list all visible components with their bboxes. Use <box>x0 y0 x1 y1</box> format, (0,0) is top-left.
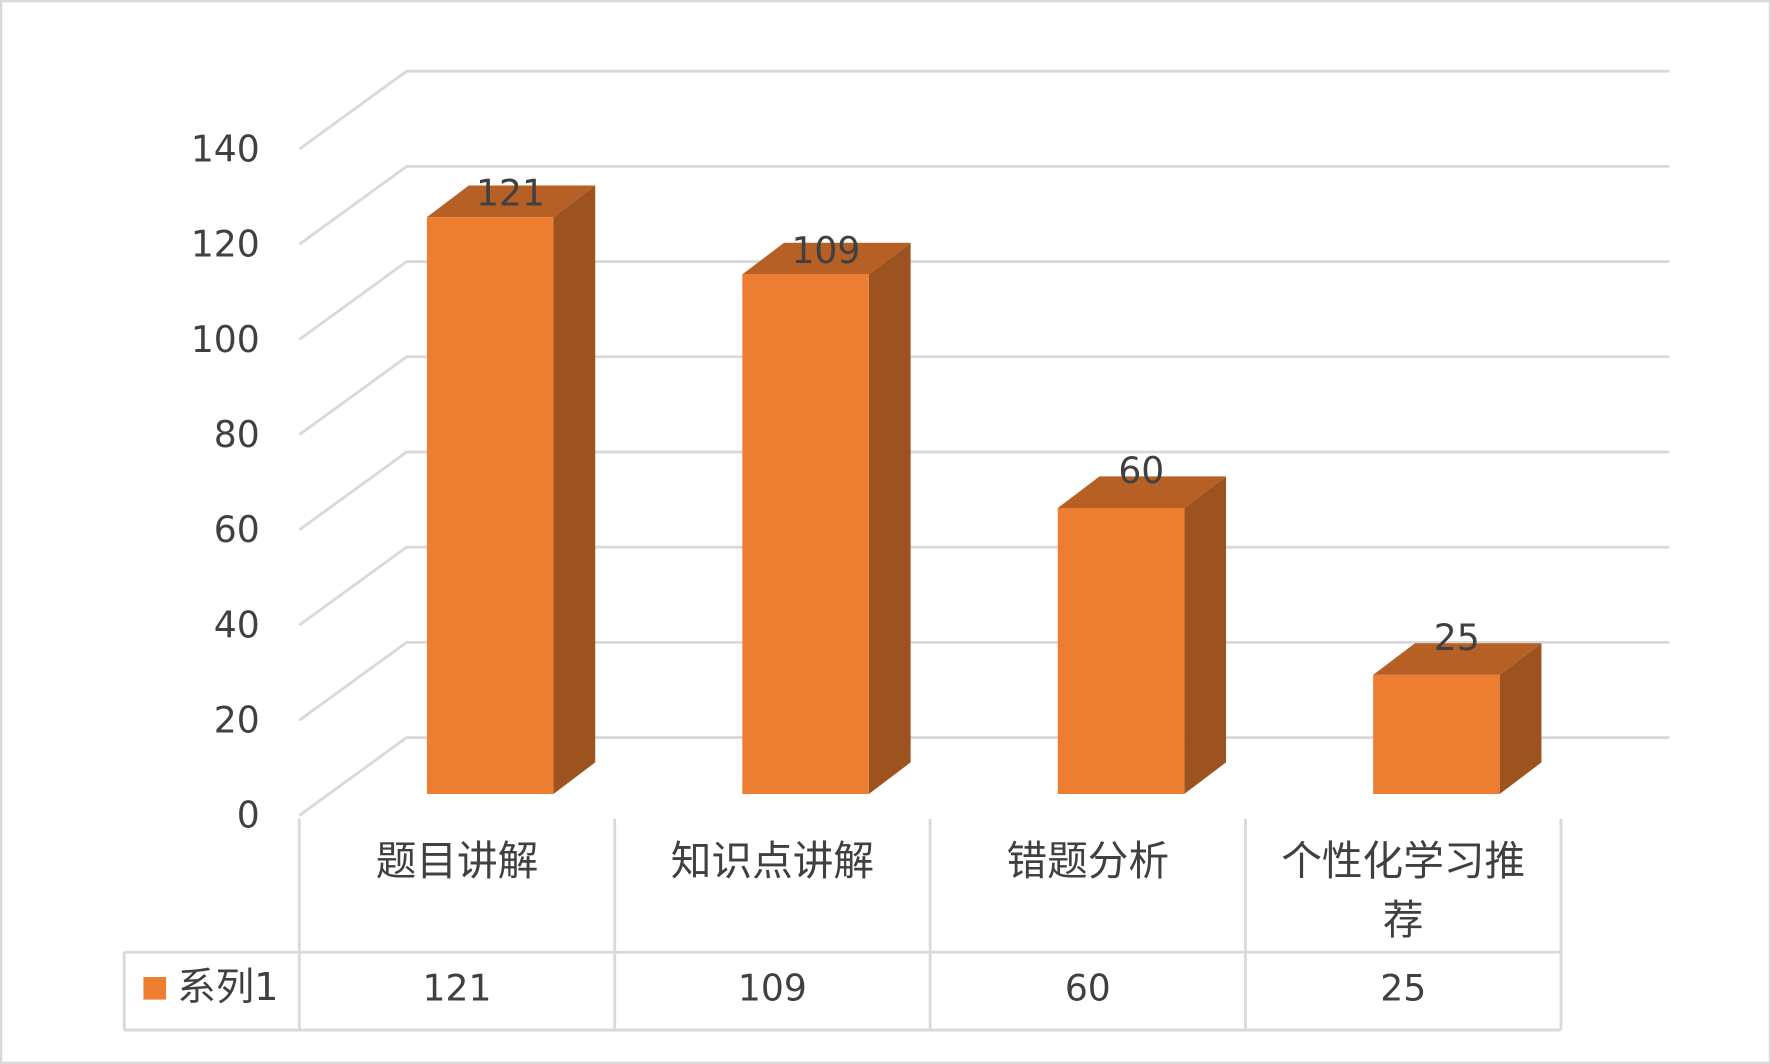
x-tick-label: 题目讲解 <box>376 837 539 885</box>
table-value: 60 <box>1065 967 1111 1010</box>
bar-top <box>742 242 911 275</box>
bar-side <box>1499 643 1542 795</box>
y-tick-label: 60 <box>214 508 260 551</box>
bar-top <box>1057 476 1227 508</box>
y-tick-label: 0 <box>237 794 260 837</box>
bar-top <box>1373 643 1542 675</box>
legend-swatch <box>143 977 167 1000</box>
bar <box>742 242 911 795</box>
x-tick-label: 错题分析 <box>1006 837 1169 885</box>
table-value: 109 <box>738 967 807 1010</box>
bar-side <box>868 242 911 795</box>
bar-side <box>1184 476 1227 795</box>
grid-line <box>298 260 1670 341</box>
bar-top <box>426 185 596 218</box>
y-tick-label: 40 <box>214 603 260 646</box>
bar-side <box>553 185 596 795</box>
grid-line <box>298 450 1670 532</box>
bar-front <box>426 217 554 795</box>
data-label: 121 <box>476 172 545 215</box>
data-label: 109 <box>791 229 860 272</box>
grid-line <box>298 355 1670 436</box>
x-tick-label: 个性化学习推荐 <box>1281 837 1525 944</box>
data-label: 25 <box>1434 616 1480 659</box>
bar <box>1057 476 1227 795</box>
x-tick-label: 知识点讲解 <box>671 837 874 885</box>
y-tick-label: 120 <box>191 223 260 266</box>
bar-front <box>1373 674 1500 795</box>
y-tick-label: 80 <box>214 413 260 456</box>
table-value: 121 <box>423 967 492 1010</box>
bar-front <box>1057 507 1185 795</box>
data-label: 60 <box>1118 449 1164 492</box>
y-tick-label: 140 <box>191 127 260 170</box>
grid-line <box>298 69 1670 151</box>
y-tick-label: 100 <box>191 318 260 361</box>
bar <box>426 185 596 795</box>
grid-line <box>298 640 1670 722</box>
legend-label: 系列1 <box>177 965 278 1010</box>
bar-front <box>742 274 869 795</box>
grid-line <box>298 736 1670 817</box>
bar <box>1373 643 1542 795</box>
grid-line <box>298 164 1670 246</box>
y-tick-label: 20 <box>214 699 260 742</box>
grid-line <box>298 545 1670 627</box>
table-value: 25 <box>1380 967 1426 1010</box>
